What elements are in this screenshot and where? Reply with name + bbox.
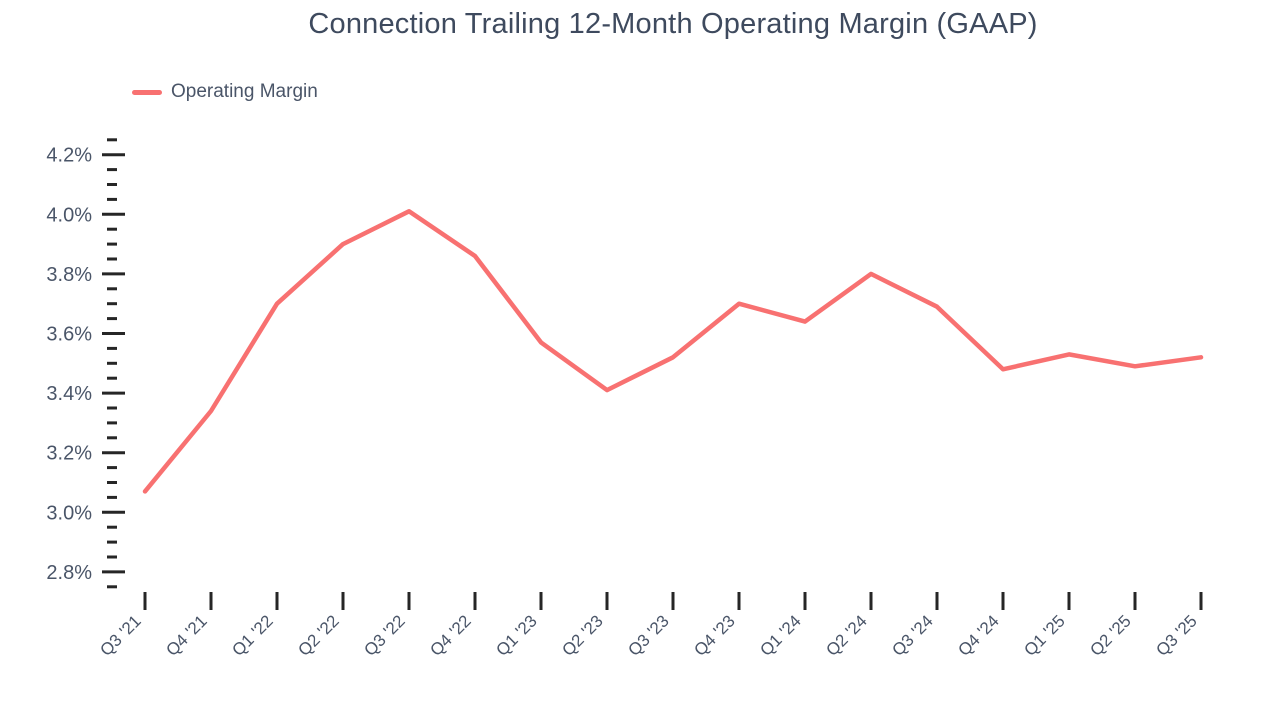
- x-tick-label: Q1 '22: [228, 611, 276, 659]
- y-tick-label: 3.8%: [46, 264, 92, 286]
- x-tick-label: Q4 '22: [426, 611, 474, 659]
- x-tick-label: Q3 '25: [1152, 611, 1200, 659]
- x-tick-label: Q4 '24: [954, 611, 1002, 659]
- x-tick-label: Q2 '22: [294, 611, 342, 659]
- x-tick-label: Q2 '23: [558, 611, 606, 659]
- y-tick-label: 3.6%: [46, 324, 92, 346]
- y-tick-label: 3.2%: [46, 443, 92, 465]
- y-tick-label: 3.4%: [46, 383, 92, 405]
- legend-line-swatch: [132, 89, 162, 95]
- x-tick-label: Q3 '23: [624, 611, 672, 659]
- y-tick-label: 4.2%: [46, 145, 92, 167]
- y-tick-label: 3.0%: [46, 502, 92, 524]
- x-tick-label: Q4 '23: [690, 611, 738, 659]
- x-tick-label: Q1 '24: [756, 611, 804, 659]
- x-tick-label: Q2 '24: [822, 611, 870, 659]
- chart-title: Connection Trailing 12-Month Operating M…: [308, 8, 1038, 40]
- x-tick-label: Q3 '21: [96, 611, 144, 659]
- x-tick-label: Q1 '23: [492, 611, 540, 659]
- x-tick-label: Q3 '22: [360, 611, 408, 659]
- x-tick-label: Q4 '21: [162, 611, 210, 659]
- x-tick-label: Q1 '25: [1020, 611, 1068, 659]
- y-tick-label: 4.0%: [46, 204, 92, 226]
- legend-label: Operating Margin: [171, 81, 318, 102]
- operating-margin-line: [142, 209, 1204, 494]
- legend: Operating Margin: [132, 80, 318, 104]
- x-tick-label: Q3 '24: [888, 611, 936, 659]
- y-tick-label: 2.8%: [46, 562, 92, 584]
- x-tick-label: Q2 '25: [1086, 611, 1134, 659]
